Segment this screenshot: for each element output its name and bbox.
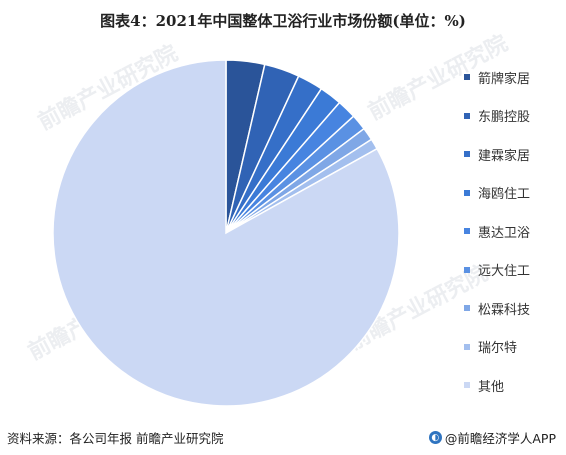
legend-swatch: [464, 305, 470, 311]
legend-item: 远大住工: [464, 261, 530, 279]
legend-label: 瑞尔特: [478, 341, 518, 356]
pie-chart: [52, 59, 400, 407]
brand-label: @前瞻经济学人APP: [444, 431, 556, 446]
legend-swatch: [464, 228, 470, 234]
legend-item: 海鸥住工: [464, 184, 530, 202]
legend-label: 建霖家居: [478, 148, 531, 164]
legend-swatch: [464, 189, 470, 196]
legend-item: 松霖科技: [464, 299, 531, 318]
legend-swatch: [464, 382, 470, 388]
legend-item: 东鹏控股: [464, 107, 530, 125]
legend-swatch: [464, 343, 470, 350]
brand-logo-icon: ◐: [428, 431, 442, 444]
legend-swatch: [464, 112, 470, 119]
legend-label: 箭牌家居: [478, 71, 531, 87]
legend-item: 惠达卫浴: [464, 222, 531, 241]
legend-label: 松霖科技: [478, 302, 531, 318]
legend-label: 东鹏控股: [478, 110, 531, 125]
legend-swatch: [464, 151, 470, 157]
legend-label: 其他: [478, 379, 505, 395]
legend-swatch: [464, 74, 470, 80]
brand: ◐ @前瞻经济学人APP: [428, 428, 556, 447]
legend-label: 远大住工: [478, 264, 531, 279]
legend-item: 建霖家居: [464, 145, 531, 164]
legend-item: 瑞尔特: [464, 338, 517, 356]
legend-label: 惠达卫浴: [478, 225, 531, 241]
pie-slice: [52, 59, 400, 407]
chart-title: 图表4：2021年中国整体卫浴行业市场份额(单位：%): [100, 12, 466, 30]
footer: 资料来源：各公司年报 前瞻产业研究院 ◐ @前瞻经济学人APP: [0, 426, 566, 448]
source-note: 资料来源：各公司年报 前瞻产业研究院: [7, 431, 224, 446]
legend-item: 箭牌家居: [464, 68, 531, 87]
legend-item: 其他: [464, 376, 505, 395]
legend-swatch: [464, 266, 470, 273]
legend-label: 海鸥住工: [478, 187, 531, 202]
